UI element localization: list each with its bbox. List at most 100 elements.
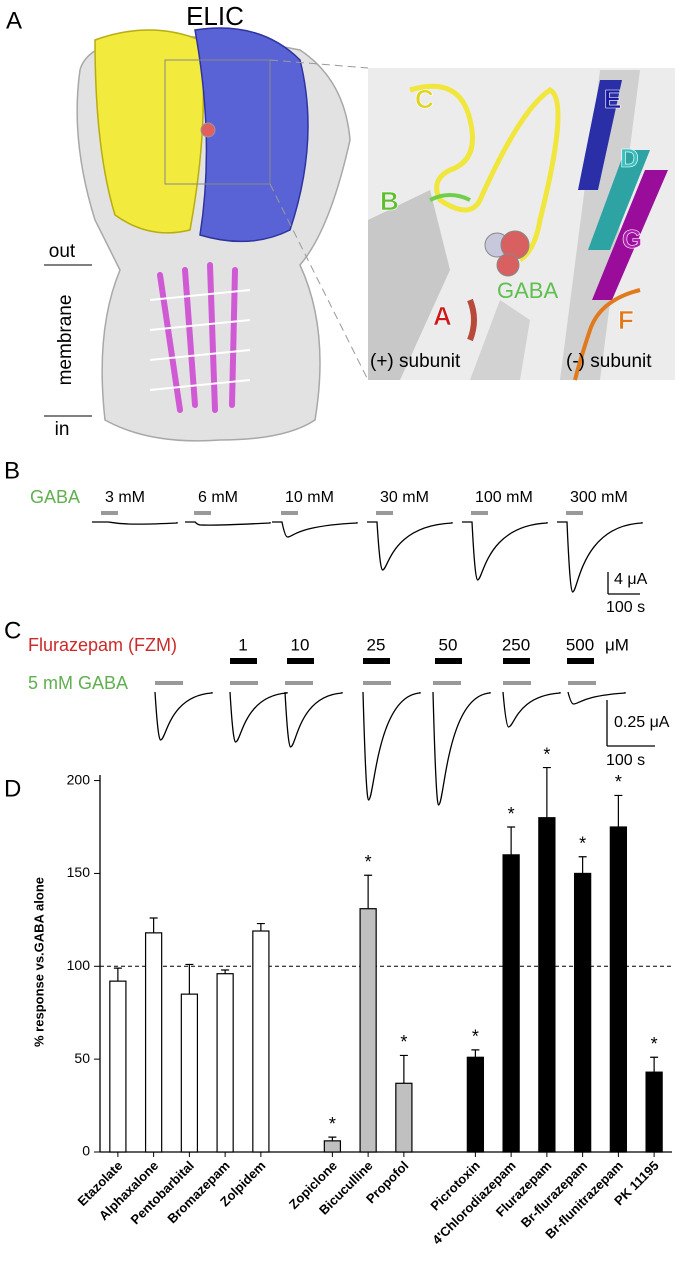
current-trace (502, 691, 561, 728)
bar (252, 930, 270, 1153)
current-trace (272, 521, 358, 538)
application-bar (568, 681, 596, 685)
current-trace (185, 521, 271, 526)
bar (395, 1082, 413, 1153)
bar (466, 1056, 485, 1153)
concentration-label: 1 (238, 635, 247, 654)
out-label: out (49, 241, 76, 262)
y-tick-label: 150 (67, 864, 91, 880)
bar (359, 908, 377, 1153)
application-bar (155, 681, 183, 685)
application-bar (281, 511, 298, 515)
modulator-bar (287, 658, 314, 664)
modulator-bar (230, 658, 257, 664)
current-trace (432, 691, 491, 806)
loop-label: C (415, 84, 434, 114)
application-bar (376, 511, 393, 515)
current-trace (92, 521, 178, 525)
membrane-label: membrane (55, 295, 76, 386)
concentration-label: 10 (291, 635, 310, 654)
bar (645, 1071, 663, 1153)
modulator-label: Flurazepam (FZM) (28, 635, 177, 655)
y-tick-label: 0 (82, 1143, 90, 1159)
subunit-label: (-) subunit (566, 351, 652, 372)
error-bar (471, 1049, 480, 1058)
panel-label: C (4, 617, 21, 644)
bar (323, 1140, 342, 1153)
concentration-label: 6 mM (198, 489, 238, 506)
error-bar (221, 969, 230, 974)
y-axis-label: % response vs.GABA alone (31, 877, 46, 1047)
concentration-label: 100 mM (475, 489, 533, 506)
modulator-bar (503, 658, 530, 664)
scale-label: 100 s (606, 599, 645, 616)
y-tick-label: 50 (74, 1050, 90, 1066)
current-trace (154, 691, 213, 741)
application-bar (471, 511, 488, 515)
scale-label: 4 μA (614, 571, 648, 588)
significance-mark: * (579, 833, 586, 853)
significance-mark: * (472, 1027, 479, 1047)
scale-label: 0.25 μA (614, 714, 670, 731)
error-bar (507, 826, 516, 855)
concentration-label: 50 (439, 635, 458, 654)
panel-label: A (6, 7, 22, 34)
error-bar (256, 922, 265, 931)
protein-structure (76, 27, 369, 442)
error-bar (399, 1054, 408, 1084)
bar (502, 854, 520, 1153)
error-bar (542, 766, 551, 818)
bar (216, 973, 234, 1153)
subunit-label: (+) subunit (370, 351, 461, 372)
loop-label: D (620, 143, 639, 173)
concentration-label: 500 (566, 635, 594, 654)
significance-mark: * (400, 1032, 407, 1052)
panel-label: D (4, 775, 21, 802)
current-trace (229, 691, 288, 743)
error-bar (185, 963, 194, 995)
error-bar (650, 1056, 659, 1073)
error-bar (113, 967, 122, 982)
y-tick-label: 200 (67, 771, 91, 787)
current-trace (284, 691, 343, 748)
significance-mark: * (329, 1114, 336, 1134)
current-trace (362, 691, 421, 801)
application-bar (433, 681, 461, 685)
y-tick-label: 100 (67, 957, 91, 973)
agonist-label: 5 mM GABA (28, 673, 128, 693)
application-bar (566, 511, 583, 515)
scale-label: 100 s (606, 752, 645, 769)
bar (180, 993, 199, 1153)
agonist-label: GABA (30, 487, 80, 507)
application-bar (230, 681, 258, 685)
loop-label: F (618, 305, 634, 335)
bar (144, 932, 163, 1153)
application-bar (285, 681, 313, 685)
modulator-bar (435, 658, 462, 664)
significance-mark: * (615, 772, 622, 792)
modulator-bar (567, 658, 594, 664)
current-trace (367, 521, 453, 571)
current-trace (557, 521, 643, 593)
loop-label: A (433, 301, 452, 331)
concentration-label: 3 mM (105, 489, 145, 506)
concentration-label: 25 (367, 635, 386, 654)
concentration-label: 30 mM (380, 489, 429, 506)
bar (573, 872, 592, 1153)
significance-mark: * (543, 744, 550, 764)
concentration-label: 250 (502, 635, 530, 654)
error-bar (614, 794, 623, 827)
application-bar (101, 511, 118, 515)
bar (109, 980, 127, 1153)
error-bar (578, 856, 587, 874)
loop-label: E (604, 84, 621, 114)
ligand-label: GABA (497, 278, 558, 303)
concentration-label: 300 mM (570, 489, 628, 506)
inset (368, 68, 675, 381)
application-bar (194, 511, 211, 515)
current-trace (567, 691, 626, 705)
current-trace (462, 521, 548, 581)
significance-mark: * (508, 804, 515, 824)
modulator-bar (363, 658, 390, 664)
